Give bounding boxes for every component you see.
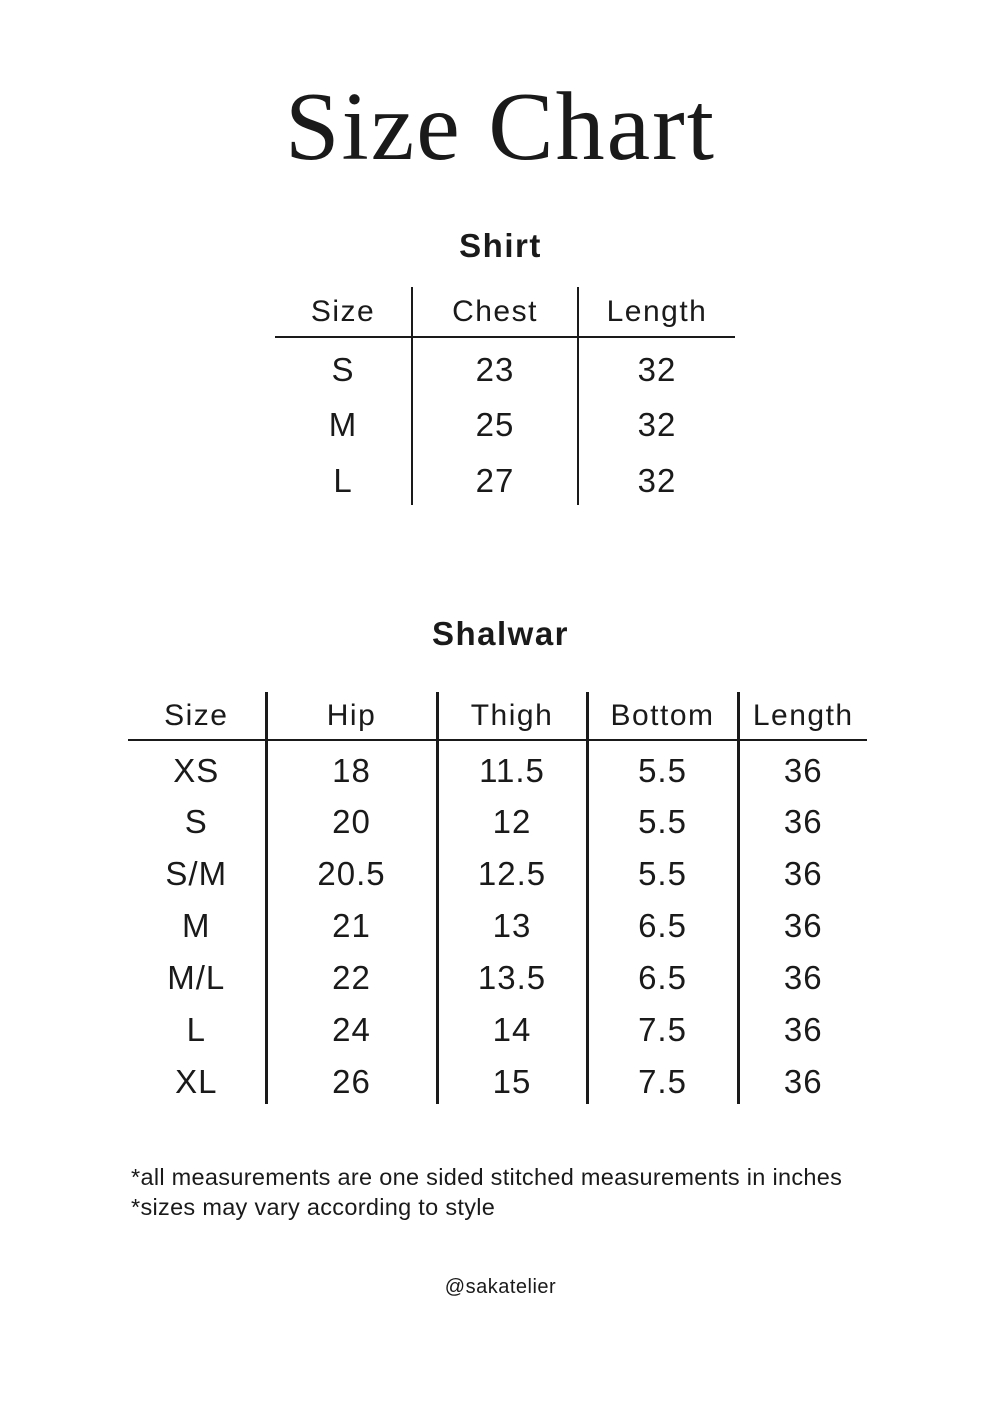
table-cell: 7.5	[587, 1052, 740, 1104]
table-cell: 13.5	[437, 948, 589, 1000]
table-cell: 32	[637, 406, 677, 443]
footnote-measurements: *all measurements are one sided stitched…	[131, 1164, 843, 1190]
table-cell: 36	[783, 1011, 823, 1048]
shalwar-column-header-bottom: Bottom	[587, 692, 740, 741]
table-cell: 26	[266, 1052, 439, 1104]
shalwar-size-table: Size Hip Thigh Bottom Length XS 18 11.5 …	[128, 692, 867, 1104]
table-row: S 20 12 5.5 36	[128, 792, 867, 844]
table-cell: 32	[637, 350, 677, 388]
table-cell: M/L	[128, 948, 268, 1000]
table-cell: 12.5	[437, 844, 589, 896]
table-cell: 22	[266, 948, 439, 1000]
table-cell: 20	[266, 792, 439, 844]
table-row: S/M 20.5 12.5 5.5 36	[128, 844, 867, 896]
table-cell: 13	[437, 896, 589, 948]
table-cell: 7.5	[587, 1000, 740, 1052]
table-row: XL 26 15 7.5 36	[128, 1052, 867, 1104]
table-row: L 27 32	[275, 449, 735, 505]
table-cell: XL	[128, 1052, 268, 1104]
table-cell: 36	[783, 907, 823, 944]
shirt-column-header-chest: Chest	[412, 287, 579, 338]
table-cell: 15	[437, 1052, 589, 1104]
table-cell: L	[275, 449, 413, 505]
table-cell: 21	[266, 896, 439, 948]
shalwar-column-header-thigh: Thigh	[437, 692, 589, 741]
table-cell: 32	[637, 462, 677, 499]
table-cell: XS	[128, 740, 268, 792]
table-cell: M	[275, 393, 413, 449]
page-title: Size Chart	[285, 73, 716, 181]
shalwar-column-header-length: Length	[738, 692, 867, 741]
table-cell: 24	[266, 1000, 439, 1052]
table-row: L 24 14 7.5 36	[128, 1000, 867, 1052]
shirt-section-heading: Shirt	[459, 227, 542, 264]
table-cell: 23	[412, 337, 579, 393]
table-cell: 11.5	[437, 740, 589, 792]
footnotes: *all measurements are one sided stitched…	[131, 1162, 842, 1222]
footnote-sizes-vary: *sizes may vary according to style	[131, 1194, 496, 1220]
shirt-column-header-length: Length	[578, 287, 735, 338]
table-cell: 5.5	[587, 844, 740, 896]
table-cell: M	[128, 896, 268, 948]
shirt-column-header-size: Size	[275, 287, 413, 338]
table-cell: 36	[783, 959, 823, 996]
table-row: M 25 32	[275, 393, 735, 449]
table-row: M/L 22 13.5 6.5 36	[128, 948, 867, 1000]
table-cell: 36	[783, 751, 823, 789]
table-cell: S	[128, 792, 268, 844]
shirt-size-table: Size Chest Length S 23 32 M 25 32 L 27 3…	[275, 287, 735, 505]
table-cell: 27	[412, 449, 579, 505]
table-cell: 5.5	[587, 740, 740, 792]
table-cell: S	[275, 337, 413, 393]
table-cell: 14	[437, 1000, 589, 1052]
table-row: XS 18 11.5 5.5 36	[128, 740, 867, 792]
table-cell: 5.5	[587, 792, 740, 844]
table-cell: 36	[783, 855, 823, 892]
shalwar-section-heading: Shalwar	[431, 615, 570, 652]
table-cell: 36	[783, 1063, 823, 1100]
table-cell: 20.5	[266, 844, 439, 896]
brand-handle: @sakatelier	[444, 1276, 557, 1298]
shirt-header-row: Size Chest Length	[275, 287, 735, 338]
shalwar-header-row: Size Hip Thigh Bottom Length	[128, 692, 867, 741]
table-cell: 18	[266, 740, 439, 792]
shalwar-column-header-hip: Hip	[266, 692, 439, 741]
table-cell: 6.5	[587, 896, 740, 948]
table-cell: 12	[437, 792, 589, 844]
table-cell: 6.5	[587, 948, 740, 1000]
table-cell: L	[128, 1000, 268, 1052]
table-row: S 23 32	[275, 337, 735, 393]
table-cell: 36	[783, 803, 823, 840]
table-cell: 25	[412, 393, 579, 449]
table-cell: S/M	[128, 844, 268, 896]
table-row: M 21 13 6.5 36	[128, 896, 867, 948]
shalwar-column-header-size: Size	[128, 692, 268, 741]
